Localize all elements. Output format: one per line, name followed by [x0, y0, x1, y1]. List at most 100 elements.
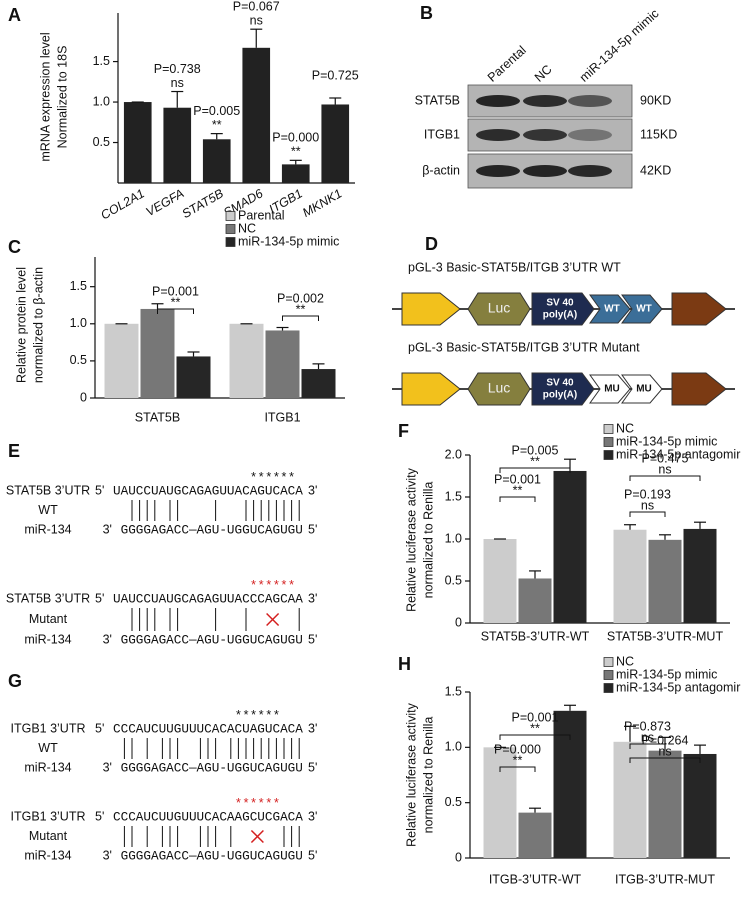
bar: [163, 107, 192, 183]
construct-title: pGL-3 Basic-STAT5B/ITGB 3’UTR WT: [408, 260, 621, 274]
binding-site: [621, 294, 663, 324]
y-tick-label: 1.0: [93, 94, 110, 108]
legend-swatch: [603, 683, 614, 693]
bar: [321, 104, 350, 183]
kind-label: WT: [38, 503, 58, 517]
p-value: P=0.725: [312, 68, 359, 82]
p-value: P=0.067: [233, 0, 280, 13]
bar: [648, 750, 682, 858]
p-value: P=0.000: [494, 742, 541, 756]
site-label: WT: [604, 304, 620, 315]
panel-label: G: [8, 671, 22, 691]
bar: [613, 529, 647, 623]
y-tick-label: 2.0: [445, 447, 462, 461]
bracket: [157, 308, 194, 314]
bar: [648, 539, 682, 623]
legend-label: NC: [616, 421, 634, 435]
y-tick-label: 0.5: [70, 353, 87, 367]
target-seq: UAUCCUAUGCAGAGUUACCCAGCAA: [113, 591, 303, 606]
legend-label: NC: [616, 654, 634, 668]
x-tick-label: STAT5B: [135, 410, 180, 424]
legend-swatch: [225, 237, 236, 247]
legend-label: miR-134-5p mimic: [616, 434, 717, 448]
legend-label: miR-134-5p antagomir: [616, 447, 740, 461]
bar: [123, 102, 152, 183]
significance: ns: [658, 744, 671, 758]
bar: [202, 139, 231, 183]
bracket: [499, 734, 571, 740]
y-axis-label: mRNA expression level: [38, 32, 52, 161]
significance: ns: [250, 13, 263, 27]
luc-label: Luc: [488, 300, 511, 316]
blot-band: [523, 129, 567, 141]
legend-swatch: [603, 437, 614, 447]
p-value: P=0.002: [277, 291, 324, 305]
y-axis-label: normalized to Renilla: [421, 717, 435, 834]
bracket: [629, 743, 666, 749]
bracket: [282, 315, 319, 321]
bar: [229, 323, 264, 398]
stars: ******: [235, 796, 281, 811]
legend-swatch: [603, 450, 614, 460]
y-axis-label: Relative protein level: [14, 267, 28, 383]
p-value: P=0.193: [624, 487, 671, 501]
gene-label: ITGB1 3’UTR: [10, 809, 85, 823]
bracket: [499, 496, 536, 502]
polya-label: SV 40: [546, 378, 574, 389]
significance: ns: [641, 498, 654, 512]
mir-end: 3': [103, 760, 112, 774]
y-axis-label: normalized to Renilla: [421, 482, 435, 599]
x-tick-label: COL2A1: [98, 186, 147, 222]
target-end: 3': [308, 591, 317, 605]
significance: **: [291, 145, 301, 159]
binding-site: [621, 374, 663, 404]
bar: [140, 308, 175, 398]
bar: [483, 747, 517, 858]
legend-swatch: [603, 424, 614, 434]
bar: [301, 369, 336, 398]
bar: [553, 470, 587, 623]
mir-seq: GGGGAGACC—AGU-UGGUCAGUGU: [121, 522, 303, 537]
mir-end: 5': [308, 522, 317, 536]
target-end: 5': [95, 721, 104, 735]
x-tick-label: ITGB1: [264, 410, 300, 424]
stars: ******: [250, 578, 296, 593]
significance: **: [530, 721, 540, 735]
mir-seq: GGGGAGACC—AGU-UGGUCAGUGU: [121, 632, 303, 647]
bar: [518, 812, 552, 858]
bar: [483, 539, 517, 623]
luc-gene: [467, 372, 531, 406]
significance: **: [296, 302, 306, 316]
x-tick-label: MKNK1: [300, 186, 344, 220]
kind-label: WT: [38, 741, 58, 755]
target-seq: CCCAUCUUGUUUCACACUAGUCACA: [113, 721, 303, 736]
binding-site: [589, 374, 631, 404]
bar: [281, 164, 310, 183]
mir-end: 3': [103, 522, 112, 536]
kind-label: Mutant: [29, 612, 68, 626]
legend-label: NC: [238, 221, 256, 235]
target-end: 3': [308, 809, 317, 823]
panel-label: B: [420, 3, 433, 23]
panel-label: C: [8, 237, 21, 257]
significance: ns: [658, 462, 671, 476]
legend-label: miR-134-5p mimic: [238, 234, 339, 248]
site-label: MU: [636, 384, 652, 395]
x-tick-label: VEGFA: [143, 186, 186, 219]
p-value: P=0.475: [642, 451, 689, 465]
lane-label: NC: [532, 62, 555, 84]
target-end: 5': [95, 483, 104, 497]
bar: [518, 578, 552, 623]
significance: **: [171, 295, 181, 309]
gene-label: ITGB1 3’UTR: [10, 721, 85, 735]
polya-box: [531, 292, 595, 326]
y-tick-label: 0.5: [445, 573, 462, 587]
kind-label: Mutant: [29, 829, 68, 843]
bracket: [629, 475, 701, 481]
legend-swatch: [225, 211, 236, 221]
y-axis-label: normalized to β-actin: [31, 267, 45, 383]
x-tick-label: STAT5B-3’UTR-WT: [481, 629, 590, 643]
bar: [683, 753, 717, 858]
p-value: P=0.738: [154, 62, 201, 76]
